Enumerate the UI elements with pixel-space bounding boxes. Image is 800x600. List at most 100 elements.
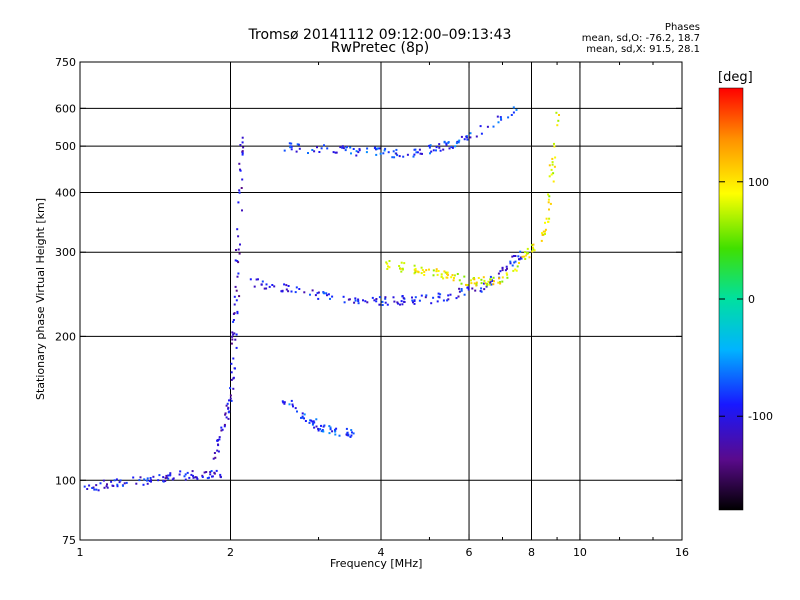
scatter-point [381, 300, 384, 303]
scatter-point [313, 426, 316, 429]
scatter-point [146, 482, 149, 485]
scatter-point [357, 300, 360, 302]
scatter-point [110, 480, 113, 483]
scatter-point [548, 175, 551, 178]
scatter-point [414, 271, 417, 274]
scatter-point [440, 275, 443, 278]
scatter-point [288, 142, 291, 145]
scatter-point [294, 407, 297, 410]
scatter-point [209, 473, 212, 476]
scatter-point [150, 480, 152, 483]
scatter-point [238, 189, 241, 192]
scatter-point [335, 427, 338, 430]
scatter-point [532, 248, 535, 251]
scatter-point [446, 273, 448, 275]
scatter-point [263, 287, 266, 290]
scatter-point [365, 151, 368, 154]
scatter-point [123, 482, 126, 485]
scatter-point [322, 430, 325, 433]
scatter-point [430, 302, 433, 305]
scatter-point [307, 152, 309, 154]
scatter-point [334, 151, 337, 154]
scatter-point [374, 146, 377, 149]
scatter-point [544, 228, 547, 231]
scatter-point [255, 278, 258, 281]
scatter-point [418, 148, 421, 151]
scatter-point [231, 331, 234, 334]
scatter-point [388, 266, 391, 269]
scatter-point [191, 470, 194, 473]
scatter-point [446, 299, 449, 302]
scatter-point [257, 278, 259, 281]
scatter-point [479, 125, 482, 128]
scatter-point [342, 295, 345, 298]
scatter-point [238, 295, 241, 298]
scatter-point [282, 401, 285, 404]
scatter-point [428, 268, 430, 271]
scatter-point [379, 152, 382, 155]
x-tick-label: 10 [573, 546, 587, 559]
scatter-point [325, 292, 328, 295]
scatter-point [421, 269, 424, 271]
scatter-point [91, 487, 94, 489]
scatter-point [145, 479, 148, 482]
scatter-point [501, 266, 504, 269]
scatter-point [290, 142, 293, 145]
scatter-point [447, 141, 450, 144]
scatter-point [233, 303, 236, 306]
scatter-point [544, 221, 546, 224]
scatter-point [452, 279, 455, 282]
scatter-point [413, 300, 416, 302]
scatter-point [323, 144, 325, 147]
scatter-point [232, 320, 235, 323]
scatter-point [113, 479, 116, 482]
scatter-point [234, 285, 237, 288]
scatter-point [298, 147, 301, 150]
scatter-point [239, 243, 241, 246]
scatter-point [220, 426, 223, 429]
scatter-point [329, 297, 331, 300]
scatter-point [547, 220, 550, 223]
scatter-point [225, 404, 228, 407]
scatter-point [106, 486, 109, 489]
scatter-point [467, 288, 470, 291]
scatter-point [400, 261, 403, 264]
scatter-point [386, 262, 389, 265]
scatter-point [344, 149, 347, 152]
x-tick-label: 4 [378, 546, 385, 559]
scatter-point [496, 115, 499, 118]
scatter-point [506, 276, 509, 279]
scatter-point [549, 202, 552, 205]
scatter-point [429, 144, 432, 147]
scatter-point [224, 412, 227, 415]
scatter-point [241, 150, 244, 153]
scatter-point [227, 406, 230, 409]
scatter-point [241, 152, 244, 155]
scatter-point [326, 294, 328, 297]
scatter-point [416, 151, 419, 154]
scatter-point [402, 297, 405, 300]
scatter-point [438, 296, 441, 299]
scatter-point [210, 470, 213, 472]
scatter-point [550, 168, 553, 171]
scatter-point [283, 283, 286, 286]
scatter-point [509, 262, 512, 265]
scatter-point [439, 149, 442, 152]
scatter-point [162, 476, 165, 479]
scatter-point [518, 262, 520, 264]
scatter-point [387, 151, 390, 154]
scatter-point [184, 473, 187, 476]
scatter-point [146, 477, 149, 480]
y-tick-label: 200 [55, 330, 76, 343]
scatter-point [402, 268, 404, 271]
scatter-point [463, 138, 466, 141]
chart-title: Tromsø 20141112 09:12:00–09:13:43 [248, 27, 512, 43]
scatter-point [512, 269, 515, 272]
scatter-point [473, 282, 476, 285]
scatter-point [341, 145, 344, 148]
scatter-point [233, 332, 236, 335]
scatter-point [525, 254, 528, 257]
scatter-point [169, 472, 172, 475]
scatter-point [399, 267, 402, 270]
scatter-point [430, 150, 433, 153]
